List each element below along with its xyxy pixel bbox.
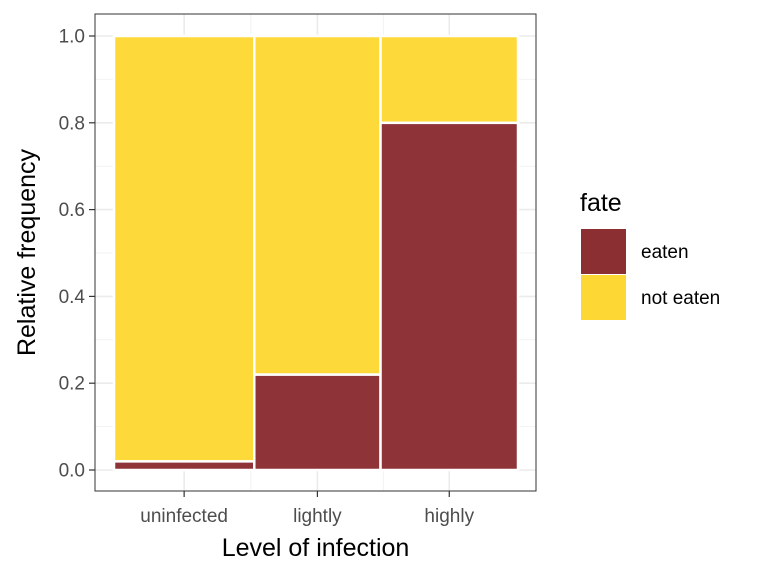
- bar-not-eaten-uninfected: [112, 34, 256, 463]
- y-tick-label: 0.6: [59, 200, 85, 221]
- x-axis-title: Level of infection: [222, 534, 410, 562]
- legend-key-not-eaten: [581, 275, 626, 320]
- x-tick-label: highly: [424, 506, 474, 527]
- y-axis-title: Relative frequency: [13, 148, 41, 356]
- axes: 0.0 0.2 0.4 0.6 0.8 1.0 uninfected lightly highl…: [59, 27, 475, 528]
- panel-border: [94, 13, 537, 492]
- y-tick-label: 0.8: [59, 113, 85, 134]
- bar-eaten-uninfected: [112, 460, 256, 472]
- y-tick-label: 0.2: [59, 374, 85, 395]
- bar-not-eaten-lightly: [253, 34, 382, 376]
- bar-not-eaten-highly: [379, 34, 520, 125]
- bar-eaten-lightly: [253, 373, 382, 472]
- y-tick-label: 1.0: [59, 27, 85, 48]
- y-tick-label: 0.4: [59, 287, 86, 308]
- y-tick-label: 0.0: [59, 461, 85, 482]
- legend-label-eaten: eaten: [641, 242, 689, 263]
- legend-title: fate: [580, 189, 622, 217]
- legend-key-eaten: [581, 229, 626, 274]
- bar-eaten-highly: [379, 121, 520, 472]
- bars: [112, 34, 520, 472]
- x-tick-label: uninfected: [140, 506, 228, 527]
- x-tick-label: lightly: [293, 506, 342, 527]
- legend: fate eaten not eaten: [580, 189, 720, 320]
- legend-label-not-eaten: not eaten: [641, 288, 720, 309]
